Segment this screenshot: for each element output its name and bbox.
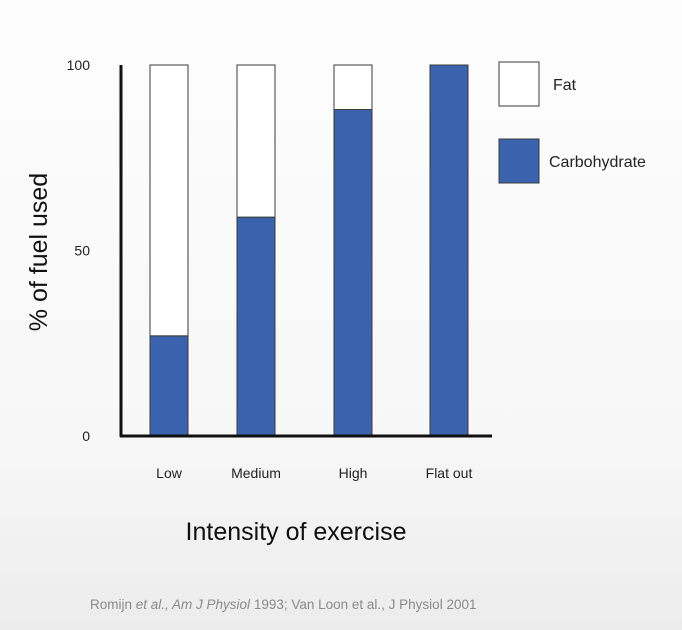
citation: Romijn et al., Am J Physiol 1993; Van Lo… (90, 597, 670, 612)
bar-carbohydrate-flat-out (429, 64, 469, 437)
bar-carbohydrate-low (149, 335, 189, 437)
legend-label-fat: Fat (553, 77, 577, 94)
x-axis-title: Intensity of exercise (186, 518, 407, 546)
citation-authors: Romijn (90, 597, 136, 612)
axes-layer (119, 65, 492, 438)
x-category-label: Flat out (426, 465, 473, 481)
bars-layer (149, 64, 469, 437)
y-tick-label: 50 (74, 243, 90, 259)
y-tick-label: 100 (67, 57, 91, 73)
y-ticks: 0 50 100 (67, 57, 91, 444)
legend-swatch-carbohydrate (498, 138, 540, 184)
legend-label-carbohydrate: Carbohydrate (549, 154, 646, 171)
x-category-label: Low (156, 465, 183, 481)
bar-carbohydrate-high (333, 109, 373, 437)
y-axis-title: % of fuel used (25, 173, 53, 331)
x-category-label: High (339, 465, 368, 481)
x-category-label: Medium (231, 465, 281, 481)
bar-fat-high (333, 64, 373, 111)
legend-swatch-fat (498, 61, 540, 107)
citation-journal: et al., Am J Physiol (135, 597, 251, 612)
citation-rest: 1993; Van Loon et al., J Physiol 2001 (250, 597, 477, 612)
y-tick-label: 0 (82, 428, 90, 444)
legend: Fat Carbohydrate (498, 61, 646, 184)
x-category-labels: Low Medium High Flat out (156, 465, 472, 481)
bar-carbohydrate-medium (236, 216, 276, 437)
bar-fat-low (149, 64, 189, 337)
bar-fat-medium (236, 64, 276, 218)
